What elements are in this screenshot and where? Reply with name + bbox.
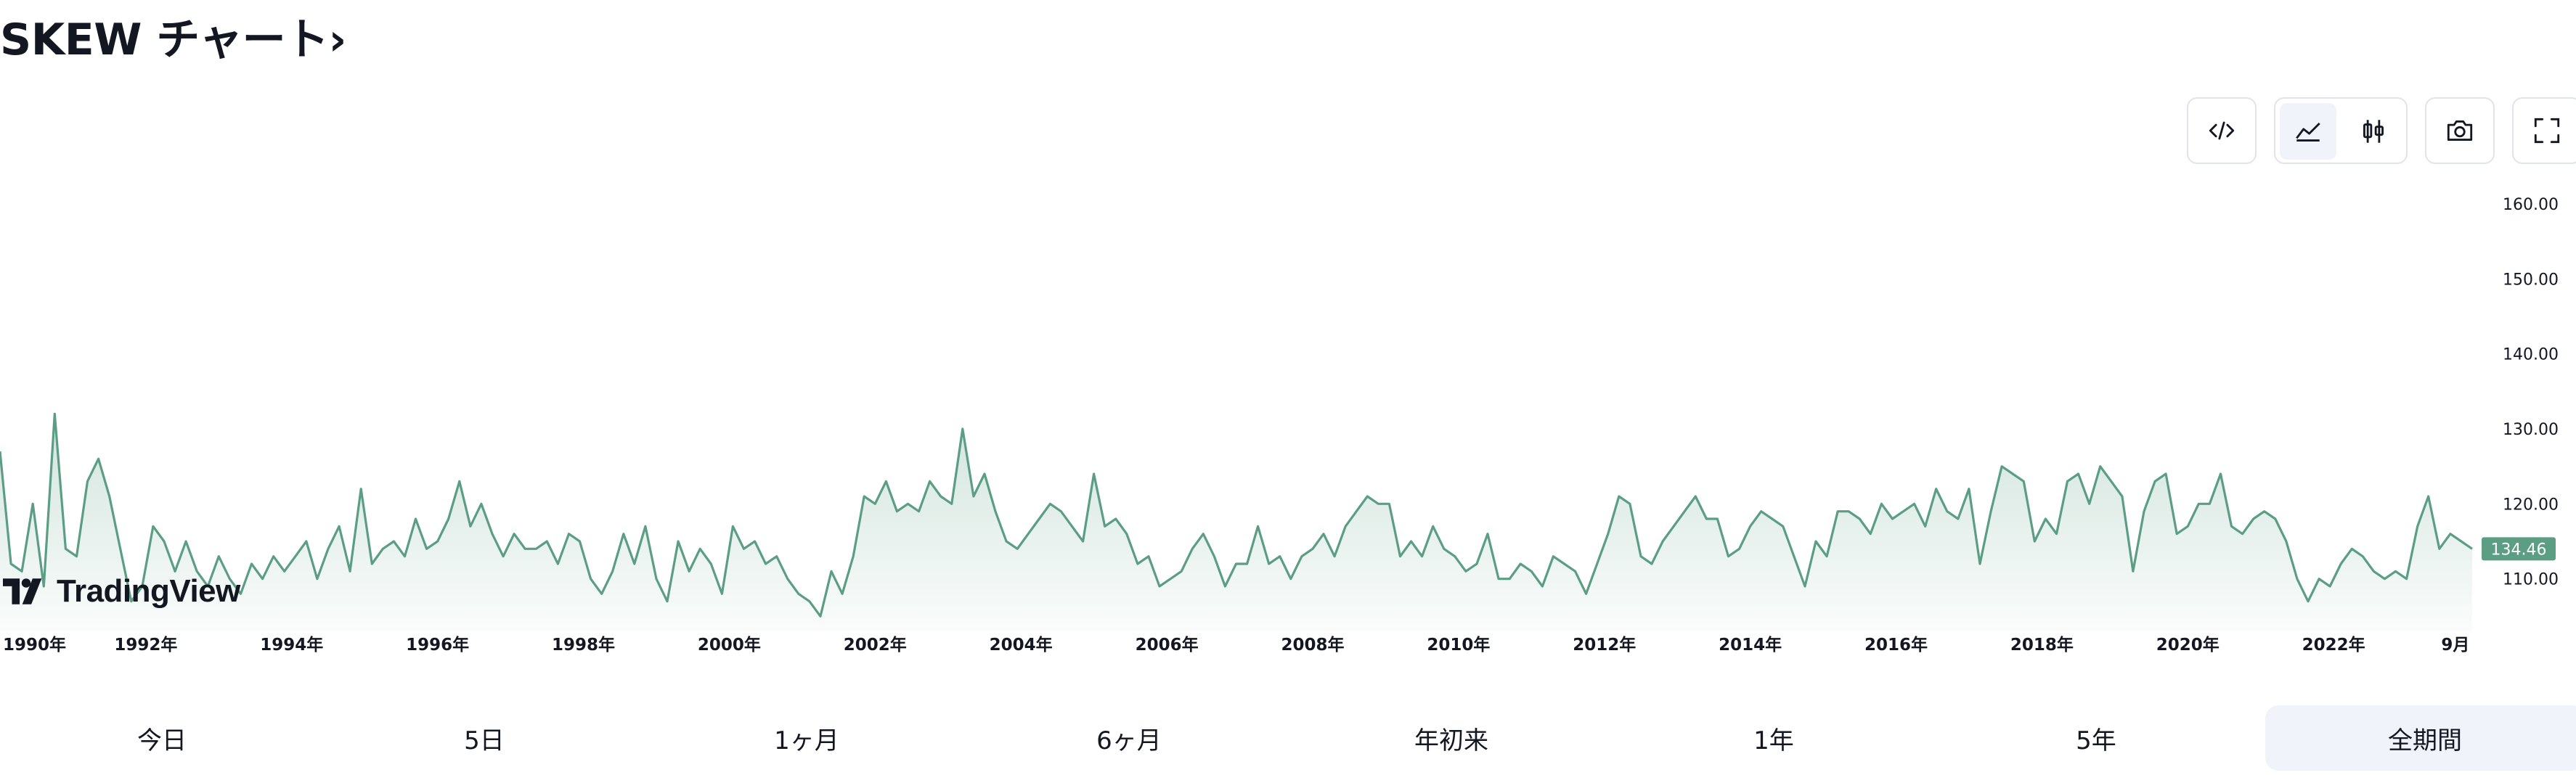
area-chart-icon	[2296, 122, 2320, 142]
x-tick-label: 2006年	[1136, 635, 1199, 655]
fullscreen-icon	[2534, 118, 2560, 144]
y-tick-label: 160.00	[2503, 196, 2559, 214]
x-tick-label: 2014年	[1719, 635, 1782, 655]
range-label: 1ヶ月	[774, 726, 839, 755]
range-5d[interactable]: 5日	[325, 705, 644, 771]
last-value-badge	[2482, 537, 2556, 561]
x-tick-label: 1992年	[114, 635, 177, 655]
range-all[interactable]: 全期間	[2265, 705, 2576, 771]
tradingview-logo-icon	[3, 578, 42, 604]
x-tick-label: 9月	[2441, 636, 2469, 655]
x-tick-label: 2010年	[1427, 635, 1490, 655]
embed-button[interactable]	[2187, 97, 2257, 164]
range-1m[interactable]: 1ヶ月	[647, 705, 966, 771]
range-label: 6ヶ月	[1096, 726, 1162, 755]
x-tick-label: 2004年	[990, 635, 1053, 655]
y-tick-label: 110.00	[2503, 571, 2559, 589]
tradingview-logo[interactable]: TradingView	[3, 573, 240, 610]
y-tick-label: 120.00	[2503, 496, 2559, 514]
range-5y[interactable]: 5年	[1936, 705, 2256, 771]
range-selector: 今日 5日 1ヶ月 6ヶ月 年初来 1年 5年 全期間	[0, 705, 2576, 771]
y-tick-label: 130.00	[2503, 421, 2559, 439]
range-label: 全期間	[2388, 726, 2462, 755]
x-tick-label: 1996年	[406, 635, 469, 655]
snapshot-button[interactable]	[2425, 97, 2495, 164]
y-tick-label: 140.00	[2503, 346, 2559, 364]
x-tick-label: 1990年	[3, 635, 66, 655]
line-chart-button[interactable]	[2280, 103, 2336, 160]
x-tick-label: 2018年	[2010, 635, 2074, 655]
range-label: 今日	[137, 726, 187, 755]
range-today[interactable]: 今日	[2, 705, 322, 771]
camera-icon	[2447, 120, 2473, 141]
candles-button[interactable]	[2345, 103, 2402, 160]
range-ytd[interactable]: 年初来	[1292, 705, 1611, 771]
y-tick-label: 150.00	[2503, 271, 2559, 289]
series-line	[0, 412, 2473, 618]
last-value-label: 134.46	[2491, 541, 2547, 559]
x-tick-label: 2022年	[2302, 635, 2365, 655]
x-tick-label: 2002年	[844, 635, 907, 655]
range-label: 5日	[464, 726, 505, 755]
logo-text: TradingView	[57, 573, 240, 609]
page-title[interactable]: SKEW チャート›	[0, 15, 346, 65]
x-tick-label: 1998年	[552, 635, 615, 655]
series-area	[0, 414, 2472, 631]
range-label: 5年	[2076, 726, 2116, 755]
range-label: 年初来	[1414, 726, 1488, 755]
range-6m[interactable]: 6ヶ月	[969, 705, 1289, 771]
range-label: 1年	[1753, 726, 1794, 755]
fullscreen-button[interactable]	[2512, 97, 2576, 164]
x-tick-label: 2020年	[2156, 635, 2220, 655]
skew-chart[interactable]: 160.00 150.00 140.00 130.00 120.00 110.00 134.…	[0, 181, 2576, 675]
candlestick-icon	[2363, 120, 2384, 143]
x-tick-label: 2016年	[1864, 635, 1928, 655]
x-tick-label: 1994年	[260, 635, 323, 655]
chart-style-group	[2274, 97, 2408, 164]
x-tick-label: 2000年	[698, 635, 761, 655]
code-icon	[2209, 121, 2235, 140]
x-tick-label: 2008年	[1281, 635, 1344, 655]
range-1y[interactable]: 1年	[1614, 705, 1933, 771]
x-tick-label: 2012年	[1573, 635, 1636, 655]
